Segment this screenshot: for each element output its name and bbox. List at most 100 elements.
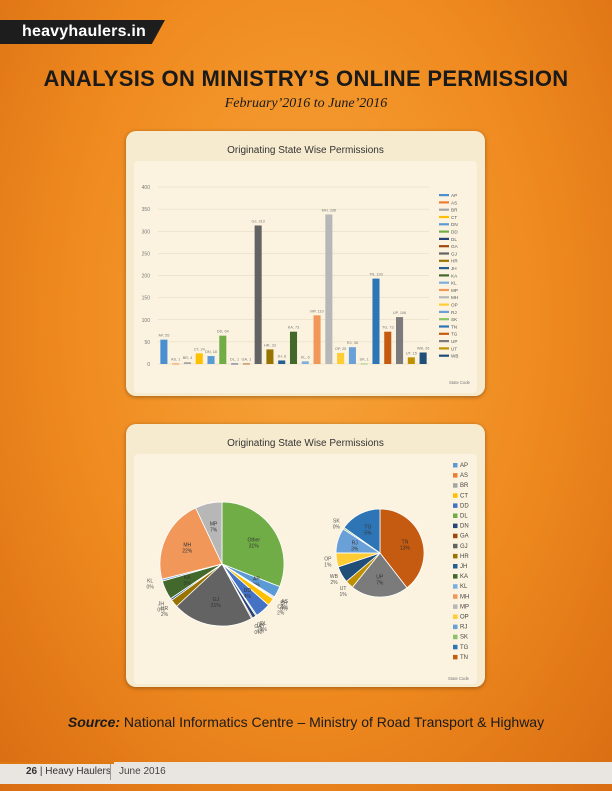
legend-swatch bbox=[439, 354, 449, 357]
legend-swatch bbox=[439, 201, 449, 204]
pie-chart-title: Originating State Wise Permissions bbox=[227, 438, 384, 449]
legend-swatch bbox=[439, 245, 449, 248]
legend-swatch bbox=[439, 208, 449, 211]
source-text: National Informatics Centre – Ministry o… bbox=[120, 714, 545, 730]
main-pie-slice-pct: 0% bbox=[280, 606, 288, 612]
y-tick-label: 50 bbox=[144, 340, 150, 346]
main-pie-slice-label: DN bbox=[257, 623, 265, 629]
legend-swatch bbox=[439, 325, 449, 328]
main-pie-slice-label: GA bbox=[254, 624, 262, 630]
legend-swatch bbox=[453, 503, 458, 508]
legend-swatch bbox=[439, 347, 449, 350]
bar-chart-panel: Originating State Wise Permissions 0 50 10… bbox=[126, 131, 485, 396]
legend-swatch bbox=[453, 594, 458, 599]
legend-label: AS bbox=[451, 200, 457, 205]
secondary-pie-slice-label: WB bbox=[330, 574, 339, 580]
legend-label: OP bbox=[451, 303, 458, 308]
secondary-pie-slice-label: TN bbox=[402, 539, 409, 545]
legend-swatch bbox=[453, 533, 458, 539]
y-tick-label: 300 bbox=[142, 229, 151, 235]
bar-data-label: AP, 55 bbox=[158, 334, 169, 338]
source-line: Source: National Informatics Centre – Mi… bbox=[0, 714, 612, 730]
legend-label: TN bbox=[451, 324, 457, 329]
brand-banner: heavyhaulers.in bbox=[0, 20, 165, 44]
main-pie-slice-label: DD bbox=[244, 588, 252, 594]
x-axis-label: State Code bbox=[449, 380, 471, 385]
main-pie-slice-label: JH bbox=[158, 602, 165, 608]
secondary-pie-slice-label: RJ bbox=[352, 540, 359, 546]
legend-swatch bbox=[453, 634, 458, 640]
bar-ka bbox=[289, 331, 298, 364]
bar-ap bbox=[160, 339, 168, 364]
y-tick-label: 350 bbox=[142, 207, 151, 213]
legend-swatch bbox=[439, 215, 449, 219]
legend-label: GA bbox=[451, 244, 459, 249]
bar-sk bbox=[360, 363, 368, 365]
legend-swatch bbox=[439, 281, 449, 284]
y-tick-label: 150 bbox=[142, 296, 151, 302]
footer-divider bbox=[110, 764, 111, 780]
legend-swatch bbox=[453, 493, 458, 498]
footer-accent-bar bbox=[0, 762, 114, 764]
main-pie-slice-pct: 0% bbox=[254, 630, 262, 636]
legend-swatch bbox=[439, 267, 449, 270]
bar-chart: 0 50 100 150 200 250 300 350 400 AP, 55 AS, 1 BR, 4… bbox=[134, 161, 477, 393]
bar-tg bbox=[384, 331, 392, 364]
legend-label: DN bbox=[460, 524, 469, 530]
legend-swatch bbox=[453, 604, 458, 609]
legend-label: WB bbox=[451, 354, 458, 359]
y-tick-label: 100 bbox=[142, 318, 151, 324]
bar-mh bbox=[325, 214, 333, 364]
legend-swatch bbox=[439, 332, 449, 335]
main-pie-slice-pct: 1% bbox=[257, 629, 265, 635]
bar-data-label: TN, 193 bbox=[369, 273, 383, 277]
main-pie-slice-label: CT bbox=[277, 605, 284, 611]
bar-data-label: DN, 18 bbox=[205, 350, 217, 354]
legend-label: UP bbox=[451, 339, 457, 344]
main-pie-slice-gj bbox=[176, 563, 253, 627]
y-tick-label: 0 bbox=[147, 362, 150, 368]
legend-swatch bbox=[453, 513, 458, 518]
legend-swatch bbox=[453, 564, 458, 569]
bar-chart-title: Originating State Wise Permissions bbox=[227, 145, 384, 156]
main-pie-slice-pct: 0% bbox=[157, 608, 165, 614]
secondary-pie-slice-pct: 7% bbox=[376, 580, 384, 586]
legend-label: DL bbox=[460, 514, 468, 520]
legend-swatch bbox=[439, 296, 449, 299]
bar-jh bbox=[278, 360, 286, 364]
secondary-pie-slice-pct: 0% bbox=[333, 524, 341, 530]
legend-label: KA bbox=[460, 574, 468, 580]
bar-dd bbox=[219, 335, 227, 364]
bar-br bbox=[183, 362, 191, 364]
main-pie-slice-pct: 31% bbox=[249, 543, 260, 549]
bar-data-label: JH, 8 bbox=[277, 354, 286, 358]
bar-data-label: BR, 4 bbox=[183, 356, 193, 360]
legend-label: TG bbox=[460, 645, 469, 651]
legend-label: HR bbox=[460, 554, 469, 560]
legend-label: MH bbox=[460, 594, 469, 600]
bar-data-label: UP, 106 bbox=[393, 311, 406, 315]
main-pie-slice-pct: 2% bbox=[277, 611, 285, 617]
main-pie-slice-pct: 2% bbox=[161, 612, 169, 618]
legend-label: MP bbox=[460, 604, 469, 610]
main-pie-slice-mp bbox=[195, 501, 223, 565]
legend-label: AP bbox=[460, 463, 468, 469]
legend-swatch bbox=[439, 230, 449, 233]
bar-data-label: OP, 25 bbox=[335, 347, 346, 351]
legend-swatch bbox=[453, 523, 458, 529]
legend-swatch bbox=[453, 483, 458, 488]
main-pie-slice-label: Other bbox=[247, 537, 260, 543]
main-pie-slice-label: KA bbox=[184, 575, 191, 581]
legend-swatch bbox=[439, 303, 449, 306]
legend-label: TG bbox=[451, 332, 458, 337]
legend-label: RJ bbox=[460, 625, 467, 631]
bar-kl bbox=[301, 361, 309, 364]
secondary-pie-slice-tg bbox=[343, 508, 381, 554]
legend-label: DD bbox=[451, 230, 458, 235]
main-pie-slice-pct: 4% bbox=[244, 594, 252, 600]
main-pie-slice-pct: 0% bbox=[147, 584, 155, 590]
secondary-pie-slice-label: UT bbox=[340, 586, 347, 592]
main-pie-slice-label: MP bbox=[210, 521, 218, 527]
page-number: 26 bbox=[26, 766, 38, 777]
legend-swatch bbox=[439, 252, 449, 255]
